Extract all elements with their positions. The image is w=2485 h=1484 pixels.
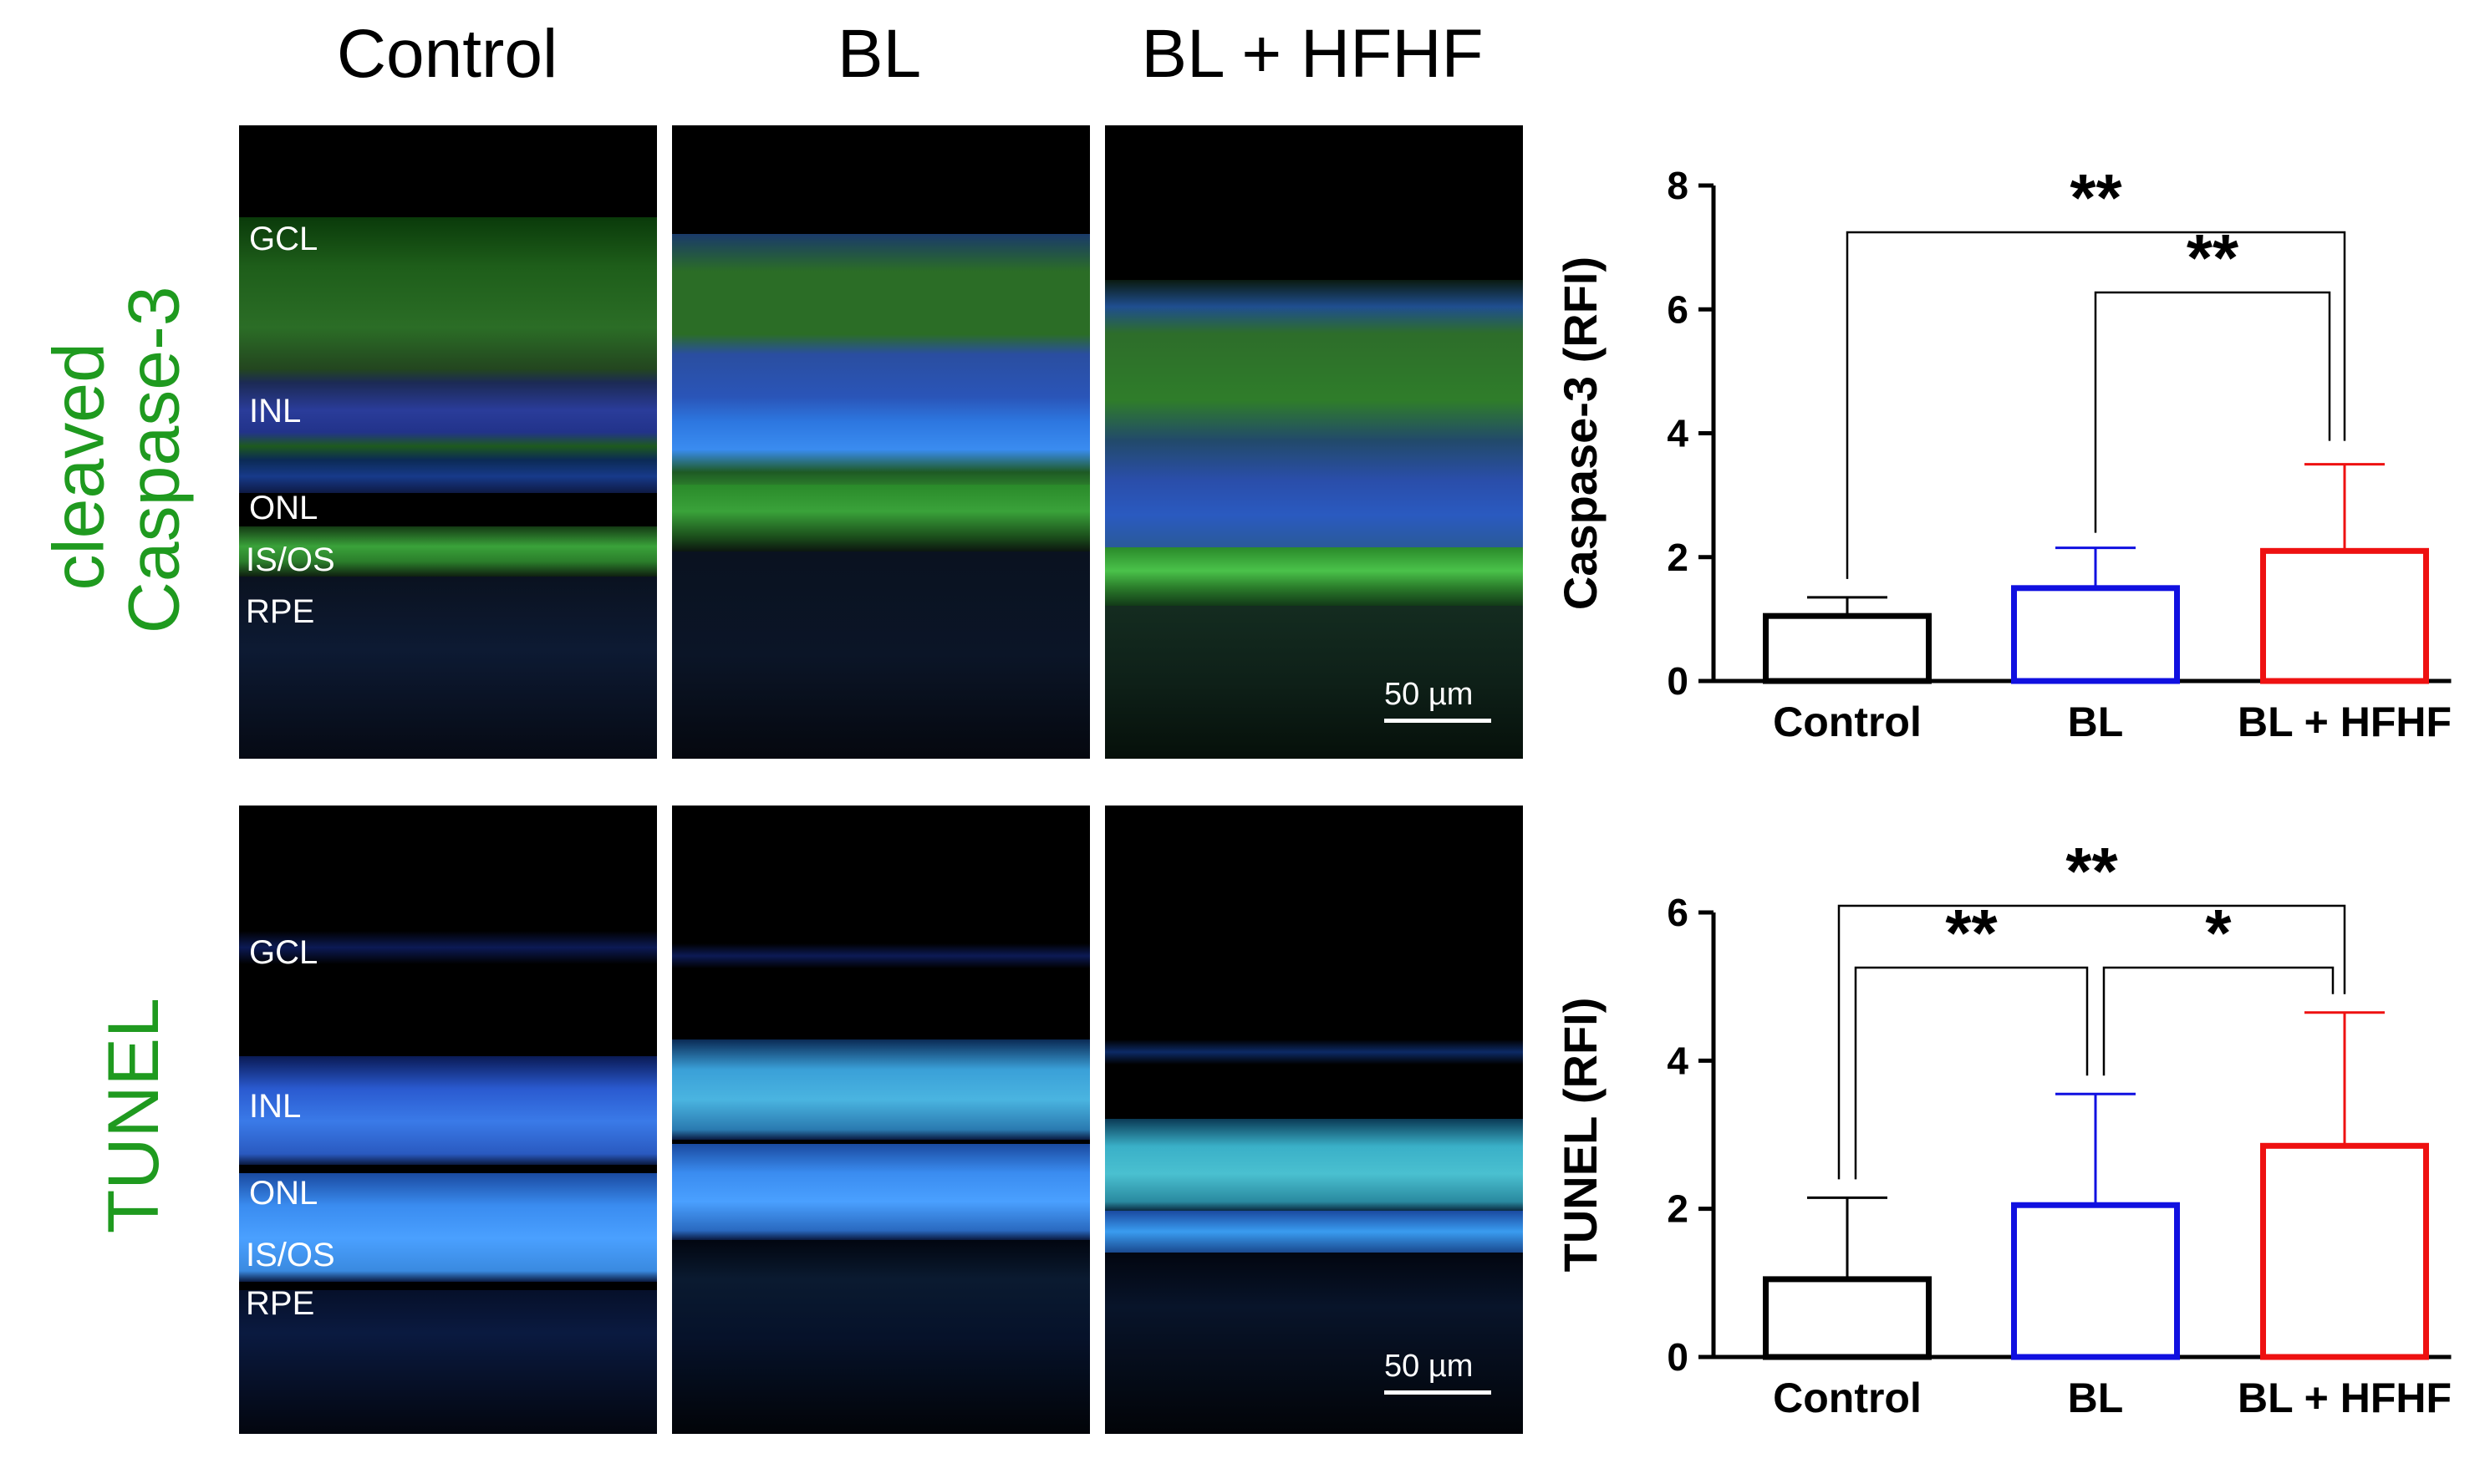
- bar: [2011, 1202, 2180, 1360]
- micrograph-tunel-bl-hfhf: 50 µm: [1105, 806, 1523, 1434]
- bar: [2011, 585, 2180, 684]
- y-axis-label: TUNEL (RFI): [1554, 998, 1607, 1273]
- rpe-band: [239, 577, 657, 759]
- isos-band: [239, 526, 657, 577]
- row-label-tunel-line1: TUNEL: [93, 998, 174, 1234]
- onl-band: [672, 1144, 1090, 1240]
- inl-band: [672, 1039, 1090, 1140]
- gcl-band: [1105, 1039, 1523, 1065]
- layer-label-isos: IS/OS: [246, 541, 335, 578]
- inl-band: [239, 1056, 657, 1165]
- bar: [2260, 1142, 2429, 1360]
- x-tick-label: Control: [1773, 699, 1922, 745]
- column-title-bl-hfhf: BL + HFHF: [1141, 16, 1484, 92]
- inl-band: [1105, 1119, 1523, 1211]
- y-tick-label: 0: [1667, 1335, 1688, 1379]
- layer-label-rpe: RPE: [246, 1285, 315, 1322]
- layer-label-gcl: GCL: [249, 934, 318, 971]
- layer-label-gcl: GCL: [249, 221, 318, 257]
- significance-bracket: [2094, 291, 2331, 533]
- y-tick-label: 6: [1667, 287, 1688, 331]
- bar-chart-caspase: Caspase-3 (RFI) 0 2 4 6 8 Control BL BL + HFHF **…: [1554, 160, 2452, 745]
- significance-bracket: [1837, 904, 2346, 1180]
- scale-bar: [1384, 719, 1491, 723]
- significance-bracket: [1846, 231, 2346, 579]
- gcl-band: [672, 943, 1090, 968]
- layer-label-isos: IS/OS: [246, 1237, 335, 1273]
- x-tick-label: Control: [1773, 1375, 1922, 1421]
- row-label-caspase-line2: Caspase-3: [115, 286, 195, 634]
- y-tick-label: 4: [1667, 1039, 1688, 1082]
- layer-label-onl: ONL: [249, 1175, 318, 1212]
- layer-label-rpe: RPE: [246, 593, 315, 630]
- rpe-band: [672, 1240, 1090, 1434]
- y-tick-label: 6: [1667, 891, 1688, 934]
- column-title-bl: BL: [837, 16, 922, 92]
- row-label-caspase-line1: cleaved: [38, 343, 120, 591]
- bar: [1763, 1276, 1932, 1360]
- y-tick-label: 8: [1667, 164, 1688, 207]
- micrograph-caspase-bl-hfhf: 50 µm: [1105, 125, 1523, 759]
- significance-label: *: [2205, 896, 2232, 970]
- micrograph-caspase-control: GCL INL ONL IS/OS RPE: [239, 125, 657, 759]
- x-tick-label: BL + HFHF: [2238, 699, 2452, 745]
- micrograph-caspase-bl: [672, 125, 1090, 759]
- layer-label-onl: ONL: [249, 490, 318, 526]
- y-tick-label: 2: [1667, 1187, 1688, 1231]
- layer-label-inl: INL: [249, 393, 302, 429]
- onl-band: [239, 1173, 657, 1282]
- scale-bar-label: 50 µm: [1384, 1349, 1474, 1384]
- onl-band: [1105, 1211, 1523, 1253]
- significance-label: **: [2187, 221, 2239, 295]
- rpe-band: [1105, 606, 1523, 759]
- significance-bracket: [2102, 966, 2335, 1076]
- micrograph-tunel-bl: [672, 806, 1090, 1434]
- x-tick-label: BL: [2068, 1375, 2124, 1421]
- x-tick-label: BL: [2068, 699, 2124, 745]
- bar: [2260, 547, 2429, 684]
- gcl-band: [239, 931, 657, 964]
- bar: [1763, 612, 1932, 684]
- gcl-band: [672, 234, 1090, 485]
- y-axis-label: Caspase-3 (RFI): [1554, 257, 1607, 610]
- y-tick-label: 0: [1667, 659, 1688, 703]
- significance-label: **: [2065, 836, 2118, 908]
- significance-label: **: [2070, 160, 2122, 235]
- row-label-tunel: TUNEL: [93, 948, 174, 1283]
- significance-bracket: [1854, 966, 2089, 1180]
- rpe-band: [239, 1290, 657, 1434]
- y-tick-label: 4: [1667, 412, 1688, 455]
- micrograph-tunel-control: GCL INL ONL IS/OS RPE: [239, 806, 657, 1434]
- gcl-band: [1105, 280, 1523, 547]
- isos-band: [672, 485, 1090, 551]
- gcl-band: [239, 217, 657, 493]
- layer-label-inl: INL: [249, 1088, 302, 1125]
- significance-label: **: [1945, 896, 1998, 970]
- column-title-control: Control: [336, 16, 558, 92]
- scale-bar-label: 50 µm: [1384, 677, 1474, 712]
- y-tick-label: 2: [1667, 536, 1688, 579]
- x-tick-label: BL + HFHF: [2238, 1375, 2452, 1421]
- rpe-band: [672, 551, 1090, 759]
- rpe-band: [1105, 1253, 1523, 1434]
- scale-bar: [1384, 1390, 1491, 1395]
- isos-band: [1105, 547, 1523, 606]
- row-label-caspase: cleaved Caspase-3: [38, 286, 195, 634]
